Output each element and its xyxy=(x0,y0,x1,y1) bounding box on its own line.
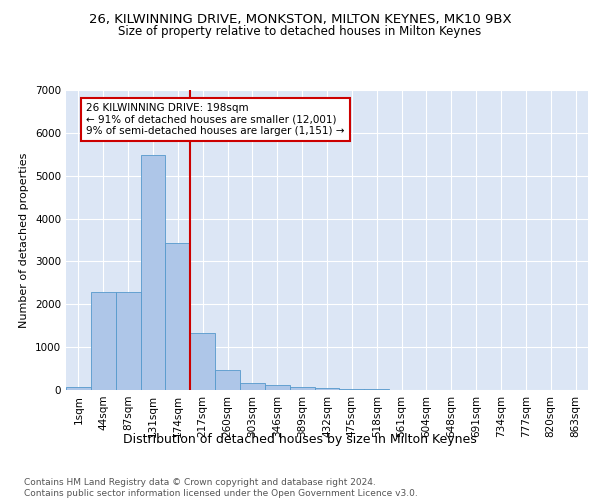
Bar xyxy=(240,382,265,390)
Bar xyxy=(314,388,340,390)
Bar xyxy=(265,386,290,390)
Bar xyxy=(166,243,190,390)
Bar xyxy=(364,389,389,390)
Text: Size of property relative to detached houses in Milton Keynes: Size of property relative to detached ho… xyxy=(118,25,482,38)
Bar xyxy=(140,155,166,390)
Text: Distribution of detached houses by size in Milton Keynes: Distribution of detached houses by size … xyxy=(123,432,477,446)
Text: 26 KILWINNING DRIVE: 198sqm
← 91% of detached houses are smaller (12,001)
9% of : 26 KILWINNING DRIVE: 198sqm ← 91% of det… xyxy=(86,103,344,136)
Text: 26, KILWINNING DRIVE, MONKSTON, MILTON KEYNES, MK10 9BX: 26, KILWINNING DRIVE, MONKSTON, MILTON K… xyxy=(89,12,511,26)
Bar xyxy=(116,292,140,390)
Y-axis label: Number of detached properties: Number of detached properties xyxy=(19,152,29,328)
Bar xyxy=(340,388,364,390)
Bar xyxy=(91,292,116,390)
Bar xyxy=(190,334,215,390)
Bar xyxy=(66,386,91,390)
Text: Contains HM Land Registry data © Crown copyright and database right 2024.
Contai: Contains HM Land Registry data © Crown c… xyxy=(24,478,418,498)
Bar xyxy=(290,387,314,390)
Bar xyxy=(215,370,240,390)
